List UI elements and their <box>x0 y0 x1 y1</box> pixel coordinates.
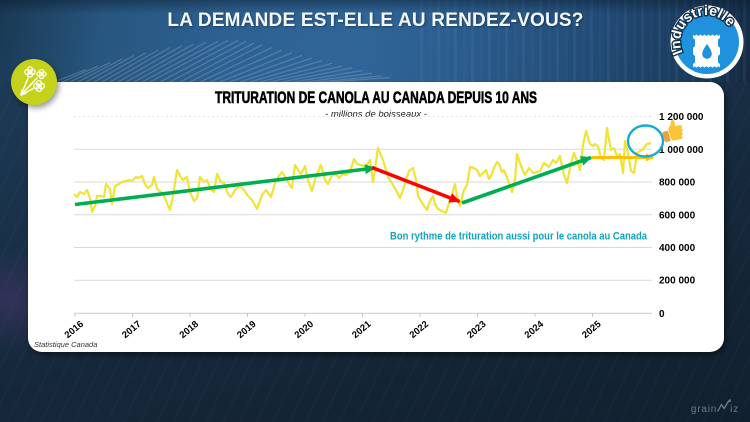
svg-text:1 000 000: 1 000 000 <box>659 145 704 156</box>
svg-text:2018: 2018 <box>178 319 201 341</box>
svg-text:400 000: 400 000 <box>659 243 696 254</box>
svg-text:200 000: 200 000 <box>659 276 696 287</box>
svg-text:Statistique Canada: Statistique Canada <box>34 340 97 349</box>
svg-text:2020: 2020 <box>293 319 316 341</box>
svg-text:2019: 2019 <box>235 319 258 341</box>
svg-text:TRITURATION DE CANOLA AU CANAD: TRITURATION DE CANOLA AU CANADA DEPUIS 1… <box>215 88 537 107</box>
svg-text:2022: 2022 <box>408 319 431 341</box>
svg-text:800 000: 800 000 <box>659 178 696 189</box>
svg-text:Bon rythme de trituration auss: Bon rythme de trituration aussi pour le … <box>390 231 648 243</box>
svg-text:2024: 2024 <box>523 318 547 340</box>
svg-text:2023: 2023 <box>465 319 488 341</box>
svg-text:2025: 2025 <box>580 318 604 340</box>
svg-text:2021: 2021 <box>350 318 374 340</box>
svg-text:2016: 2016 <box>63 319 86 341</box>
svg-text:1 200 000: 1 200 000 <box>659 112 704 123</box>
svg-text:0: 0 <box>659 309 665 320</box>
svg-text:600 000: 600 000 <box>659 210 696 221</box>
svg-text:- millions de boisseaux -: - millions de boisseaux - <box>325 109 427 120</box>
svg-text:2017: 2017 <box>120 319 143 341</box>
